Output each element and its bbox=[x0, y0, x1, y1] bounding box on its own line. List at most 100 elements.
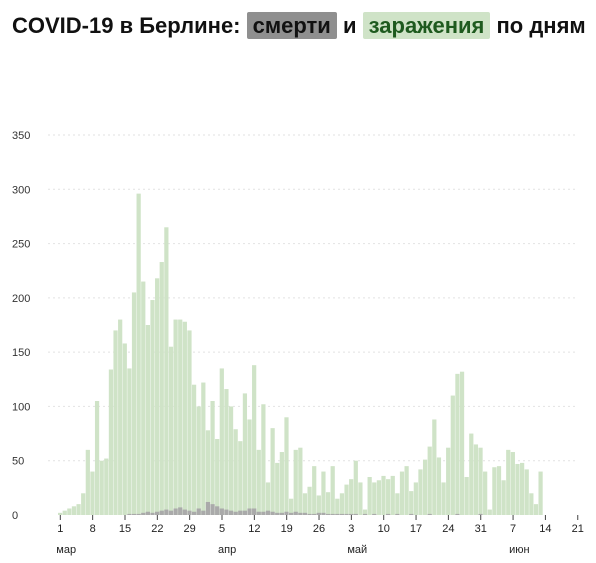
deaths-bar bbox=[252, 508, 257, 515]
deaths-bar bbox=[182, 509, 187, 515]
x-tick-label: 31 bbox=[475, 523, 487, 535]
cases-bar bbox=[104, 458, 109, 515]
deaths-bar bbox=[344, 513, 349, 515]
x-month-label: май bbox=[347, 544, 367, 556]
title-and: и bbox=[342, 13, 357, 38]
y-tick-label: 50 bbox=[12, 456, 24, 468]
x-tick-label: 7 bbox=[510, 523, 516, 535]
cases-bar bbox=[108, 369, 114, 515]
deaths-bar bbox=[455, 513, 460, 515]
cases-bar bbox=[201, 382, 206, 515]
cases-bar bbox=[524, 469, 529, 515]
cases-bar bbox=[247, 419, 252, 515]
cases-bar bbox=[261, 404, 266, 515]
deaths-bar bbox=[284, 511, 289, 515]
chart-title: COVID-19 в Берлине: смерти и заражения п… bbox=[12, 10, 588, 42]
x-tick-label: 19 bbox=[281, 523, 293, 535]
cases-bar bbox=[372, 482, 377, 515]
deaths-bar bbox=[228, 510, 234, 515]
cases-bar bbox=[215, 439, 220, 515]
deaths-bar bbox=[353, 513, 358, 515]
deaths-bar bbox=[238, 510, 243, 515]
x-month-label: апр bbox=[218, 544, 236, 556]
deaths-bar bbox=[339, 513, 345, 515]
cases-bar bbox=[432, 419, 437, 515]
deaths-bar bbox=[325, 513, 331, 515]
cases-bar bbox=[298, 447, 303, 515]
cases-bar bbox=[90, 471, 95, 515]
deaths-bar bbox=[168, 510, 174, 515]
x-tick-label: 14 bbox=[539, 523, 551, 535]
cases-bar bbox=[150, 300, 155, 515]
deaths-bar bbox=[270, 511, 275, 515]
deaths-bar bbox=[219, 508, 224, 515]
cases-bar bbox=[496, 466, 502, 515]
cases-bar bbox=[450, 395, 455, 515]
cases-bar bbox=[127, 368, 132, 515]
cases-bar bbox=[469, 433, 474, 515]
y-axis: 0 50 100 150 200 250 300 350 bbox=[12, 130, 30, 522]
deaths-bar bbox=[187, 510, 192, 515]
deaths-bar bbox=[127, 513, 132, 515]
cases-bar bbox=[219, 368, 224, 515]
x-tick-label: 21 bbox=[572, 523, 584, 535]
cases-bar bbox=[252, 365, 257, 515]
cases-bar bbox=[196, 406, 201, 515]
deaths-bar bbox=[224, 509, 229, 515]
cases-bar bbox=[506, 449, 511, 515]
x-tick-label: 12 bbox=[248, 523, 260, 535]
y-tick-label: 350 bbox=[12, 130, 30, 142]
cases-bar bbox=[386, 479, 391, 515]
cases-bar bbox=[358, 482, 363, 515]
cases-bar bbox=[141, 281, 146, 515]
deaths-bar bbox=[289, 512, 294, 515]
deaths-bar bbox=[145, 511, 150, 515]
deaths-bar bbox=[178, 507, 183, 515]
cases-bar bbox=[353, 460, 358, 515]
deaths-bar bbox=[386, 513, 391, 515]
cases-bar bbox=[436, 457, 442, 515]
cases-bar bbox=[316, 495, 321, 515]
deaths-bar bbox=[316, 512, 321, 515]
gridlines bbox=[48, 134, 578, 462]
cases-bar bbox=[224, 389, 229, 515]
deaths-bar bbox=[210, 504, 215, 515]
cases-bar bbox=[302, 493, 308, 515]
cases-bar bbox=[182, 321, 187, 515]
deaths-bars bbox=[127, 501, 483, 515]
cases-bar bbox=[441, 482, 446, 515]
x-tick-label: 8 bbox=[90, 523, 96, 535]
title-suffix: по дням bbox=[496, 13, 586, 38]
deaths-bar bbox=[478, 513, 483, 515]
deaths-bar bbox=[215, 506, 220, 515]
cases-bar bbox=[312, 466, 317, 515]
deaths-bar bbox=[233, 511, 238, 515]
cases-bar bbox=[395, 493, 400, 515]
cases-bar bbox=[501, 480, 506, 515]
cases-bar bbox=[168, 346, 174, 515]
cases-bar bbox=[205, 430, 211, 515]
deaths-bar bbox=[349, 513, 354, 515]
deaths-bar bbox=[372, 513, 377, 515]
cases-bar bbox=[164, 227, 169, 516]
cases-bar bbox=[487, 509, 492, 515]
cases-bar bbox=[413, 482, 418, 515]
deaths-bar bbox=[201, 510, 206, 515]
deaths-bar bbox=[155, 511, 160, 515]
cases-bar bbox=[62, 510, 67, 515]
cases-bar bbox=[81, 493, 86, 515]
x-month-label: мар bbox=[56, 544, 76, 556]
deaths-bar bbox=[191, 511, 197, 515]
cases-bar bbox=[367, 477, 372, 515]
deaths-bar bbox=[335, 513, 340, 515]
cases-bar bbox=[515, 463, 520, 515]
cases-bar bbox=[131, 292, 137, 515]
cases-bar bbox=[113, 330, 118, 515]
cases-bar bbox=[284, 417, 289, 515]
y-tick-label: 250 bbox=[12, 239, 30, 251]
cases-bar bbox=[335, 498, 340, 515]
legend-deaths: смерти bbox=[246, 12, 337, 39]
cases-bar bbox=[538, 471, 543, 515]
cases-bar bbox=[238, 441, 243, 515]
